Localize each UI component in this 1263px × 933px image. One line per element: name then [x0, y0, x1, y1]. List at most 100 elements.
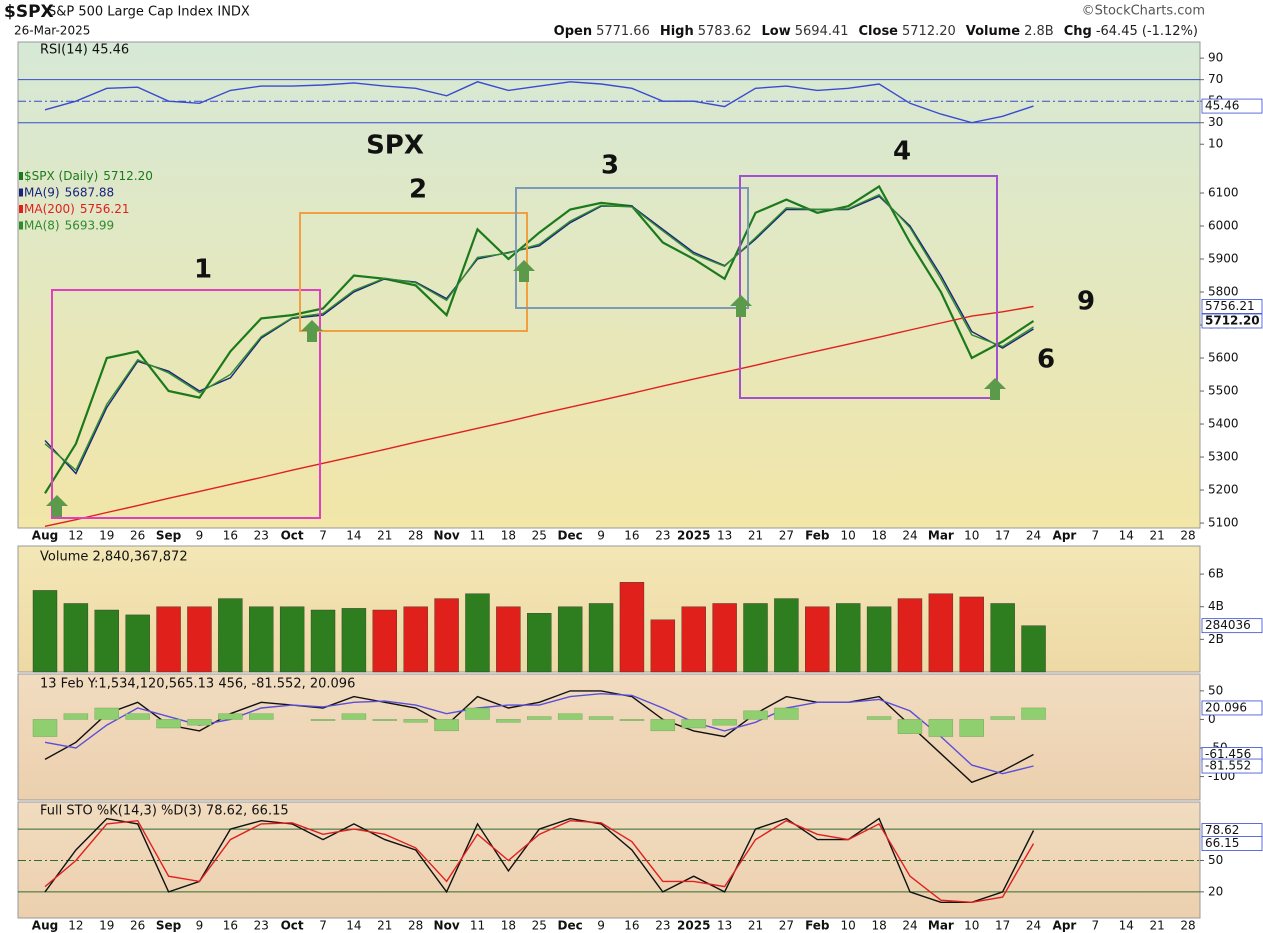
volume-bar	[125, 614, 150, 673]
histogram-bar	[743, 710, 768, 720]
x-tick-label: Nov	[434, 919, 460, 933]
volume-bar	[774, 598, 799, 673]
series-line	[44, 193, 1034, 472]
histogram-bar	[465, 707, 490, 720]
series-line	[44, 305, 1034, 527]
histogram-bar	[774, 707, 799, 720]
legend-name: MA(9)	[24, 185, 60, 199]
security-name: S&P 500 Large Cap Index INDX	[48, 5, 250, 20]
volume-bar	[990, 603, 1015, 673]
volume-bar	[1021, 625, 1046, 673]
histogram-bar	[218, 713, 243, 720]
x-tick-label: 25	[532, 919, 547, 933]
x-tick-label: 18	[871, 529, 886, 543]
quote-value: -64.45 (-1.12%)	[1096, 24, 1198, 39]
volume-bar	[279, 606, 305, 673]
legend-swatch	[19, 188, 23, 197]
x-tick-label: Apr	[1053, 529, 1077, 543]
legend-entry: MA(8) 5693.99	[24, 218, 114, 232]
legend-value: 5712.20	[103, 169, 153, 183]
value-tag	[1201, 836, 1263, 851]
x-tick-label: 21	[1149, 919, 1164, 933]
y-tick-label: 20	[1208, 884, 1223, 898]
quote: Open 5771.66 High 5783.62 Low 5694.41 Close 571…	[554, 24, 1198, 39]
x-tick-label: 14	[1119, 529, 1134, 543]
volume-bar	[712, 603, 737, 673]
volume-bar	[928, 593, 954, 673]
x-tick-label: 24	[1026, 919, 1041, 933]
x-tick-label: 7	[319, 529, 327, 543]
x-tick-label: Nov	[434, 529, 460, 543]
value-tag-label: 66.15	[1205, 836, 1239, 850]
x-tick-label: 28	[1180, 919, 1195, 933]
histogram-bar	[866, 716, 892, 720]
x-tick-label: 14	[346, 529, 361, 543]
legend-value: 5693.99	[65, 218, 115, 232]
legend-swatch	[19, 221, 23, 230]
histogram-bar	[249, 713, 274, 720]
value-tag	[1201, 299, 1263, 314]
x-tick-label: 10	[841, 919, 856, 933]
panel-title: Full STO %K(14,3) %D(3) 78.62, 66.15	[40, 804, 289, 819]
volume-bar	[94, 609, 119, 673]
x-tick-label: Dec	[558, 919, 583, 933]
value-tag	[1201, 98, 1263, 114]
histogram-bar	[1021, 707, 1046, 720]
histogram-bar	[681, 719, 706, 729]
quote-key: High	[660, 24, 694, 39]
x-tick-label: 17	[995, 529, 1010, 543]
x-tick-label: Oct	[281, 529, 304, 543]
x-tick-label: 2025	[677, 529, 710, 543]
y-tick-label: 5500	[1208, 384, 1239, 398]
y-tick-label: 50	[1208, 683, 1223, 697]
arrow	[46, 495, 68, 517]
panel-title: 13 Feb Y:1,534,120,565.13 456, -81.552, …	[40, 677, 355, 692]
x-tick-label: 11	[470, 919, 485, 933]
panel-title: RSI(14) 45.46	[40, 43, 129, 58]
histogram-bar	[619, 719, 645, 721]
value-tag-label: 5712.20	[1205, 313, 1260, 327]
x-tick-label: Feb	[805, 529, 830, 543]
annotation: 2	[409, 175, 427, 205]
y-tick-label: 70	[1208, 72, 1223, 86]
x-tick-label: 24	[902, 919, 917, 933]
x-tick-label: 16	[223, 529, 238, 543]
x-tick-label: 26	[130, 529, 145, 543]
y-tick-label: 0	[1208, 712, 1216, 726]
quote-key: Volume	[966, 24, 1021, 39]
x-tick-label: 13	[717, 529, 732, 543]
x-tick-label: 11	[470, 529, 485, 543]
x-tick-label: Mar	[928, 529, 954, 543]
legend-entry: MA(9) 5687.88	[24, 185, 114, 199]
legend-name: $SPX (Daily)	[24, 169, 98, 183]
x-tick-label: 19	[99, 529, 114, 543]
x-tick-label: 23	[655, 919, 670, 933]
volume-bar	[557, 606, 583, 673]
x-tick-label: 21	[748, 529, 763, 543]
y-tick-label: 5900	[1208, 252, 1239, 266]
legend-entry: MA(200) 5756.21	[24, 202, 129, 216]
histogram-bar	[187, 719, 212, 726]
volume-bar	[588, 603, 614, 673]
y-tick-label: 5100	[1208, 516, 1239, 530]
volume-bar	[681, 606, 706, 673]
x-tick-label: Sep	[156, 529, 182, 543]
legend-name: MA(8)	[24, 218, 60, 232]
legend-entry: $SPX (Daily) 5712.20	[24, 169, 153, 183]
volume-bar	[187, 606, 212, 673]
histogram-bar	[712, 719, 737, 726]
volume-bar	[63, 603, 89, 673]
quote-key: Chg	[1064, 24, 1092, 39]
arrow	[513, 260, 535, 282]
histogram-bar	[156, 719, 181, 729]
y-tick-label: 5800	[1208, 285, 1239, 299]
x-tick-label: 18	[871, 919, 886, 933]
value-tag-label: 45.46	[1205, 99, 1239, 113]
value-tag-label: 5756.21	[1205, 299, 1255, 313]
x-tick-label: 12	[68, 919, 83, 933]
x-tick-label: 27	[779, 529, 794, 543]
pattern-box	[515, 187, 749, 309]
x-tick-label: 7	[1092, 919, 1100, 933]
histogram-bar	[496, 719, 521, 723]
